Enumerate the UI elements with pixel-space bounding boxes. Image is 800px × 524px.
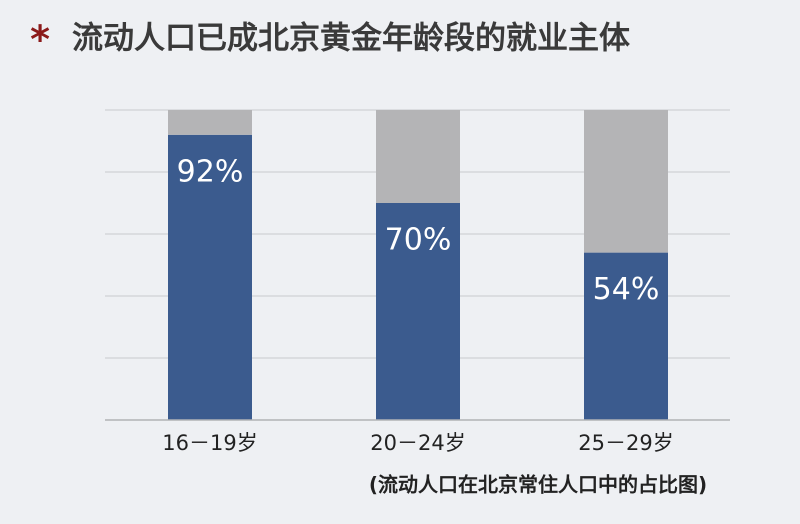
bar-segment [584, 110, 668, 253]
bar-segment [168, 134, 252, 421]
x-tick-label: 25－29岁 [578, 431, 673, 455]
value-label: 70% [385, 223, 452, 258]
bar-segment [168, 110, 252, 135]
bar-segment [376, 203, 460, 420]
value-label: 54% [593, 272, 660, 307]
chart-title: 流动人口已成北京黄金年龄段的就业主体 [72, 21, 630, 57]
bar-segment [584, 252, 668, 420]
x-tick-label: 20－24岁 [370, 431, 465, 455]
value-label: 92% [177, 154, 244, 189]
bar-segment [376, 110, 460, 203]
x-tick-label: 16－19岁 [162, 431, 257, 455]
title-mark: * [30, 18, 50, 62]
x-axis-label: (流动人口在北京常住人口中的占比图) [369, 473, 707, 497]
